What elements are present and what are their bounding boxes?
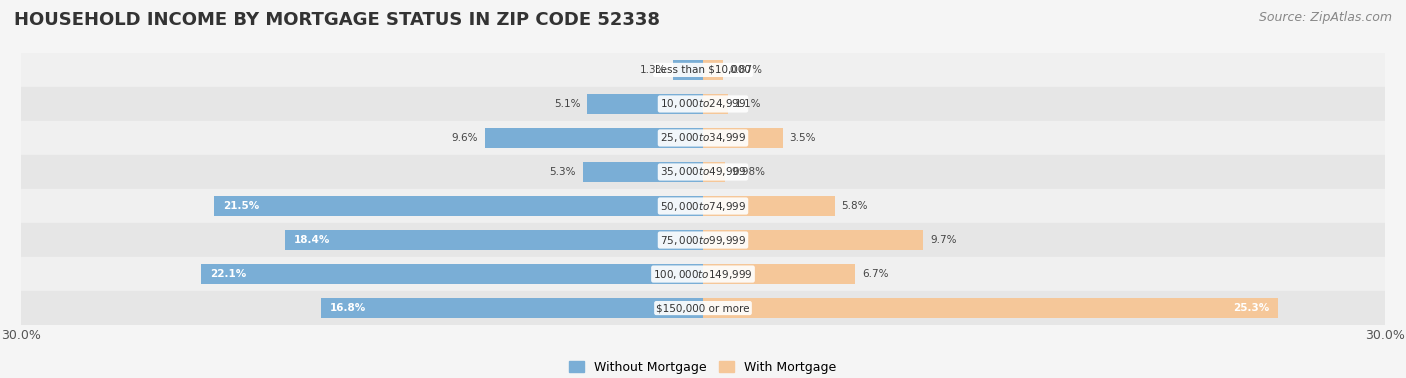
Bar [582,162,703,182]
Text: 0.87%: 0.87% [730,65,762,75]
Text: $25,000 to $34,999: $25,000 to $34,999 [659,132,747,144]
Bar [703,264,855,284]
Bar [703,60,723,80]
Text: 5.1%: 5.1% [554,99,581,109]
Bar [485,128,703,148]
Text: 5.8%: 5.8% [842,201,868,211]
Bar [21,155,1385,189]
Text: $75,000 to $99,999: $75,000 to $99,999 [659,234,747,246]
Bar [21,53,1385,87]
Text: 5.3%: 5.3% [550,167,575,177]
Text: 1.1%: 1.1% [735,99,761,109]
Text: 25.3%: 25.3% [1233,303,1270,313]
Text: 18.4%: 18.4% [294,235,330,245]
Bar [285,230,703,250]
Text: $100,000 to $149,999: $100,000 to $149,999 [654,268,752,280]
Bar [21,223,1385,257]
Bar [703,196,835,216]
Text: $50,000 to $74,999: $50,000 to $74,999 [659,200,747,212]
Bar [321,298,703,318]
Text: $10,000 to $24,999: $10,000 to $24,999 [659,98,747,110]
Bar [703,128,783,148]
Text: 21.5%: 21.5% [224,201,260,211]
Bar [703,162,725,182]
Bar [21,87,1385,121]
Text: 3.5%: 3.5% [789,133,815,143]
Text: 16.8%: 16.8% [330,303,367,313]
Text: 9.7%: 9.7% [931,235,957,245]
Bar [21,291,1385,325]
Text: $35,000 to $49,999: $35,000 to $49,999 [659,166,747,178]
Text: 6.7%: 6.7% [862,269,889,279]
Text: $150,000 or more: $150,000 or more [657,303,749,313]
Text: 22.1%: 22.1% [209,269,246,279]
Bar [201,264,703,284]
Bar [21,257,1385,291]
Bar [21,121,1385,155]
Text: Less than $10,000: Less than $10,000 [655,65,751,75]
Bar [588,94,703,114]
Bar [703,298,1278,318]
Text: 9.6%: 9.6% [451,133,478,143]
Bar [703,230,924,250]
Bar [703,94,728,114]
Bar [673,60,703,80]
Text: HOUSEHOLD INCOME BY MORTGAGE STATUS IN ZIP CODE 52338: HOUSEHOLD INCOME BY MORTGAGE STATUS IN Z… [14,11,659,29]
Bar [21,189,1385,223]
Text: 1.3%: 1.3% [640,65,666,75]
Text: Source: ZipAtlas.com: Source: ZipAtlas.com [1258,11,1392,24]
Legend: Without Mortgage, With Mortgage: Without Mortgage, With Mortgage [564,356,842,378]
Bar [214,196,703,216]
Text: 0.98%: 0.98% [733,167,765,177]
